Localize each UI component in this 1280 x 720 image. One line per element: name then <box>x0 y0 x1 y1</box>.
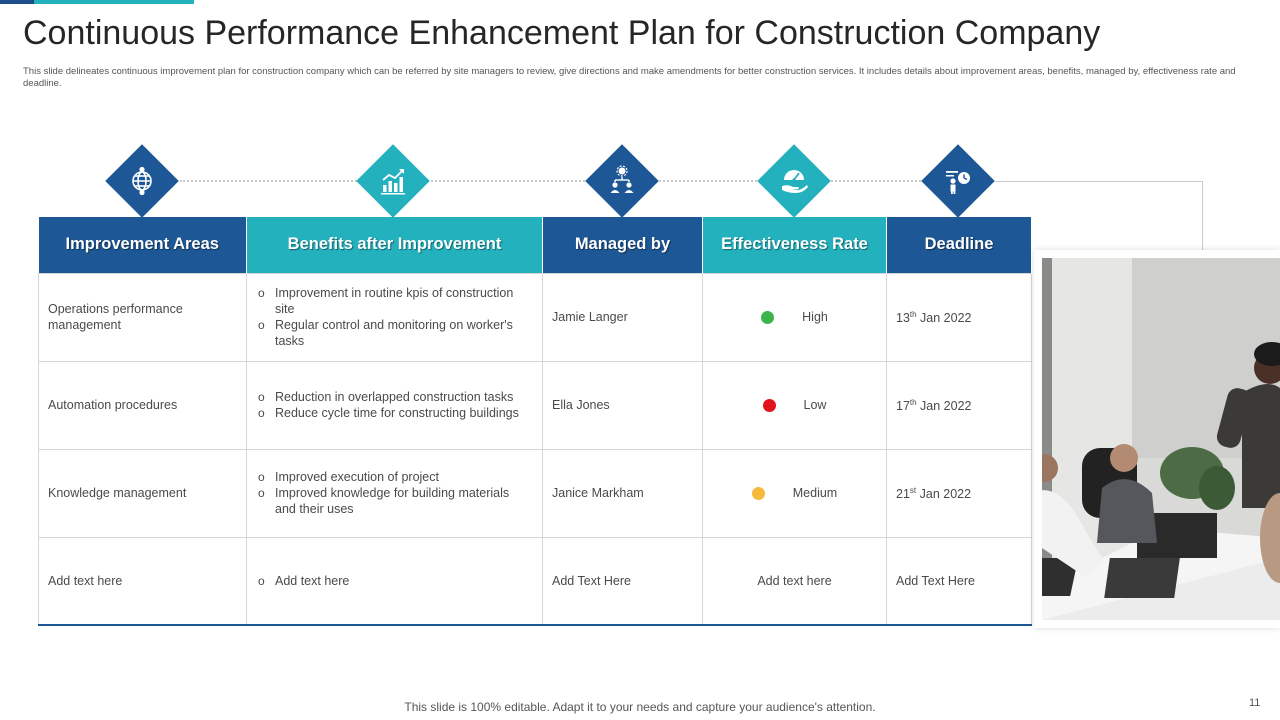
office-meeting-photo <box>1034 250 1280 628</box>
cell-area: Knowledge management <box>38 448 247 538</box>
cell-benefits: Add text here <box>246 536 543 626</box>
cell-managed-by: Add Text Here <box>542 536 703 626</box>
icon-connector-line <box>180 180 925 182</box>
benefit-item: Reduction in overlapped construction tas… <box>256 389 533 405</box>
slide-footer: This slide is 100% editable. Adapt it to… <box>404 700 876 714</box>
table-row: Add text here Add text here Add Text Her… <box>38 536 1032 626</box>
gauge-hand-icon <box>768 155 820 207</box>
deadline-suffix: th <box>909 398 917 408</box>
table-row: Operations performance management Improv… <box>38 272 1032 362</box>
improvement-plan-table: Improvement Areas Benefits after Improve… <box>38 217 1032 626</box>
header-managed-by: Managed by <box>542 217 703 273</box>
globe-icon <box>116 155 168 207</box>
connector-line-down <box>1202 181 1203 253</box>
rate-label: Low <box>803 398 827 412</box>
rate-label: Medium <box>792 486 838 500</box>
top-accent-teal <box>34 0 194 4</box>
cell-benefits: Improved execution of project Improved k… <box>246 448 543 538</box>
deadline-month-year: Jan 2022 <box>916 311 972 326</box>
deadline-suffix: st <box>909 486 917 496</box>
benefit-item: Regular control and monitoring on worker… <box>256 317 533 349</box>
cell-deadline: 13th Jan 2022 <box>886 272 1032 362</box>
benefit-item: Improved knowledge for building material… <box>256 485 533 517</box>
cell-area: Add text here <box>38 536 247 626</box>
deadline-month-year: Jan 2022 <box>916 399 972 414</box>
table-row: Automation procedures Reduction in overl… <box>38 360 1032 450</box>
header-deadline: Deadline <box>886 217 1032 273</box>
top-accent-dark <box>0 0 34 4</box>
cell-deadline: 17th Jan 2022 <box>886 360 1032 450</box>
header-improvement-areas: Improvement Areas <box>38 217 247 273</box>
page-number: 11 <box>1249 697 1261 709</box>
benefit-item: Reduce cycle time for constructing build… <box>256 405 533 421</box>
benefit-item: Improvement in routine kpis of construct… <box>256 285 533 317</box>
growth-chart-icon <box>367 155 419 207</box>
cell-managed-by: Jamie Langer <box>542 272 703 362</box>
cell-rate: Medium <box>702 448 887 538</box>
benefit-item: Improved execution of project <box>256 469 533 485</box>
table-row: Knowledge management Improved execution … <box>38 448 1032 538</box>
connector-line-right <box>995 181 1203 182</box>
photo-illustration <box>1042 258 1280 620</box>
cell-benefits: Reduction in overlapped construction tas… <box>246 360 543 450</box>
deadline-day: 17 <box>896 399 910 414</box>
cell-rate: Low <box>702 360 887 450</box>
presenter-clock-icon <box>932 155 984 207</box>
status-dot-yellow <box>751 486 765 500</box>
table-header-row: Improvement Areas Benefits after Improve… <box>38 217 1032 273</box>
header-effectiveness-rate: Effectiveness Rate <box>702 217 887 273</box>
header-benefits: Benefits after Improvement <box>246 217 543 273</box>
status-dot-green <box>761 310 775 324</box>
slide-subtitle: This slide delineates continuous improve… <box>23 66 1236 89</box>
team-hierarchy-icon <box>596 155 648 207</box>
deadline-suffix: th <box>909 310 917 320</box>
deadline-month-year: Jan 2022 <box>916 487 972 502</box>
cell-benefits: Improvement in routine kpis of construct… <box>246 272 543 362</box>
slide-title: Continuous Performance Enhancement Plan … <box>23 14 1101 52</box>
cell-managed-by: Ella Jones <box>542 360 703 450</box>
benefit-item: Add text here <box>256 573 533 589</box>
cell-deadline: 21st Jan 2022 <box>886 448 1032 538</box>
cell-area: Operations performance management <box>38 272 247 362</box>
cell-rate: High <box>702 272 887 362</box>
cell-deadline: Add Text Here <box>886 536 1032 626</box>
cell-rate: Add text here <box>702 536 887 626</box>
status-dot-red <box>762 398 776 412</box>
cell-managed-by: Janice Markham <box>542 448 703 538</box>
deadline-day: 21 <box>896 487 910 502</box>
deadline-day: 13 <box>896 311 910 326</box>
rate-label: High <box>802 310 828 324</box>
cell-area: Automation procedures <box>38 360 247 450</box>
